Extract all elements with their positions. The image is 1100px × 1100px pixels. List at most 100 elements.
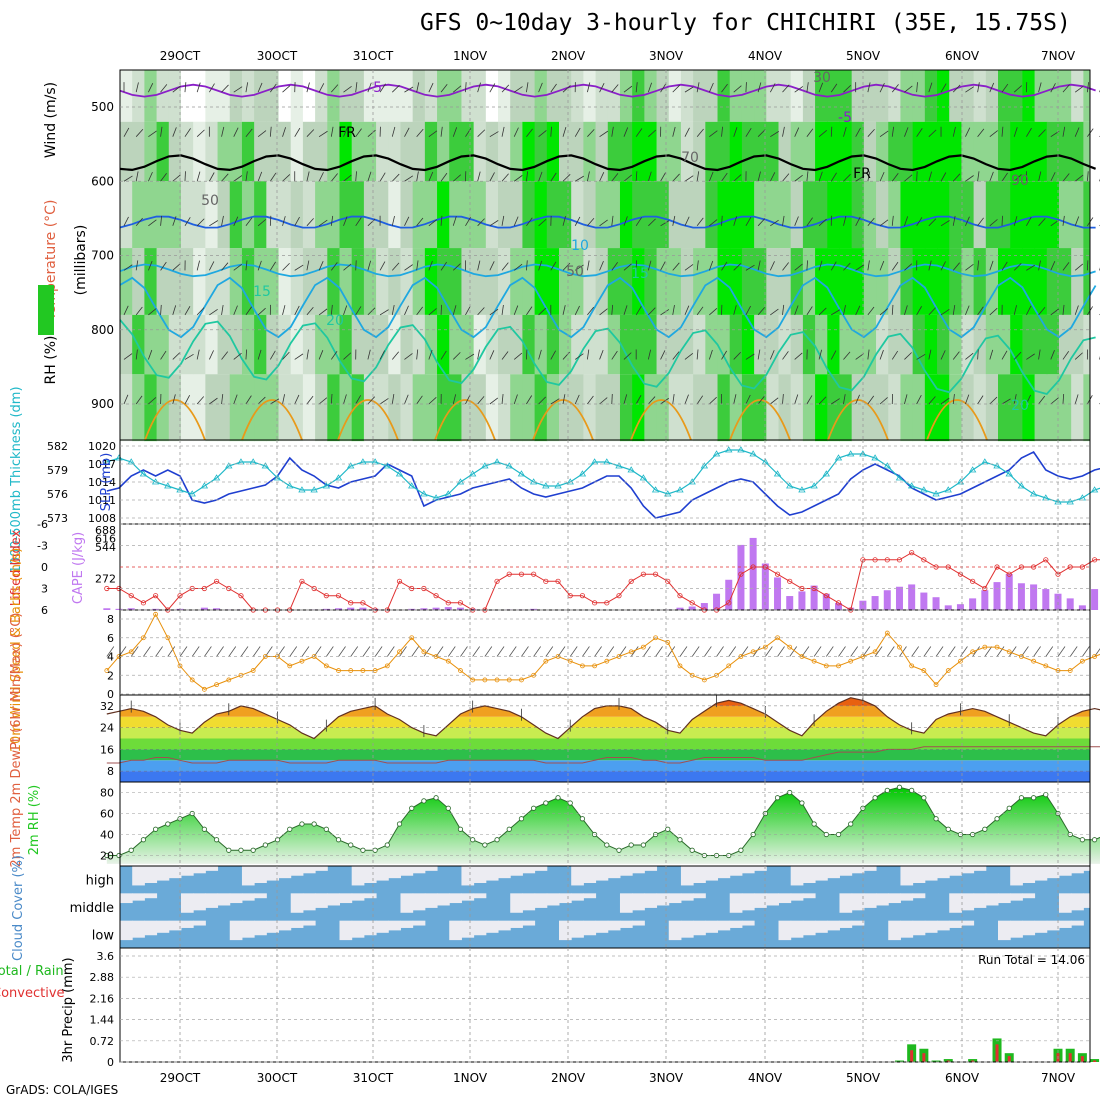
wind-speed-point xyxy=(653,635,658,641)
upper-wind-barb xyxy=(209,83,215,93)
precip-tick: 0.72 xyxy=(90,1035,115,1048)
upper-wind-barb xyxy=(221,126,225,137)
rh-cell xyxy=(461,121,475,182)
cloud-gap xyxy=(351,920,365,938)
rh-cell xyxy=(1022,181,1036,249)
rh-cell xyxy=(802,181,816,249)
cloud-gap xyxy=(583,866,597,884)
thickness-point xyxy=(481,462,489,469)
contour-label: 10 xyxy=(571,238,589,254)
thickness-point xyxy=(993,462,1001,469)
rh-cell xyxy=(851,374,865,442)
rh-legend-swatch xyxy=(38,285,54,335)
upper-wind-barb xyxy=(721,172,728,182)
upper-wind-barb xyxy=(367,260,372,271)
rh-cell xyxy=(473,69,487,122)
bottom-date-tick: 2NOV xyxy=(551,1071,586,1085)
rh-cell xyxy=(607,314,621,375)
rh-cell xyxy=(546,181,560,249)
rh-cell xyxy=(205,248,219,315)
surface-wind-barb xyxy=(643,646,651,657)
rh-point xyxy=(140,837,147,843)
rh-cell xyxy=(351,374,365,442)
cloud-gap xyxy=(278,866,292,879)
thickness-point xyxy=(456,478,465,485)
upper-wind-barb xyxy=(306,129,315,137)
rh-cell xyxy=(680,69,694,122)
rh-cell xyxy=(961,181,975,249)
cloud-gap xyxy=(888,920,901,941)
cloud-gap xyxy=(132,893,145,901)
cloud-gap xyxy=(961,920,975,926)
upper-wind-barb xyxy=(647,349,652,360)
rh-cell xyxy=(400,248,414,315)
upper-wind-barb xyxy=(879,397,888,405)
wind-speed-point xyxy=(543,658,549,664)
lifted-index-point xyxy=(506,571,512,577)
thickness-point xyxy=(846,450,855,457)
rh-cell xyxy=(473,121,487,182)
rh-cell xyxy=(1010,374,1023,442)
upper-wind-barb xyxy=(513,216,519,226)
rh-cell xyxy=(961,69,975,122)
upper-wind-barb xyxy=(916,128,923,137)
top-date-tick: 31OCT xyxy=(353,49,394,63)
thickness-point xyxy=(725,446,733,453)
upper-wind-barb xyxy=(648,307,656,316)
rh-cell xyxy=(205,314,219,375)
surface-wind-barb xyxy=(240,646,249,657)
rh-cell xyxy=(132,374,145,442)
rh-cell xyxy=(241,181,255,249)
rh-cell xyxy=(778,374,792,442)
rh-cell xyxy=(644,69,658,122)
rh-cell xyxy=(424,121,438,182)
upper-wind-barb xyxy=(574,175,584,182)
panel-frame-pr xyxy=(119,947,1091,1063)
precip-conv-bar xyxy=(1007,1056,1011,1062)
upper-wind-barb xyxy=(513,86,523,93)
rh-cell xyxy=(278,121,292,182)
upper-wind-barb xyxy=(550,172,557,182)
upper-wind-barb xyxy=(318,172,324,182)
upper-wind-barb xyxy=(599,260,604,271)
cloud-gap xyxy=(632,893,645,911)
lifted-index-point xyxy=(213,578,220,584)
thickness-point xyxy=(627,466,635,473)
upper-wind-barb xyxy=(794,86,804,93)
upper-wind-barb xyxy=(611,393,613,405)
thickness-point xyxy=(298,486,306,493)
rh-point xyxy=(287,826,293,832)
rh-cell xyxy=(522,248,536,315)
cloud-gap xyxy=(339,920,353,941)
rh-cell xyxy=(937,248,950,315)
upper-wind-barb xyxy=(404,216,410,226)
rh-point xyxy=(518,816,525,822)
upper-wind-barb xyxy=(891,304,894,315)
cloud-gap xyxy=(241,920,255,938)
cloud-gap xyxy=(619,866,633,876)
upper-wind-barb xyxy=(757,395,765,405)
upper-wind-barb xyxy=(1074,305,1079,316)
upper-wind-barb xyxy=(452,394,457,405)
rh-cell xyxy=(1034,181,1048,249)
upper-wind-barb xyxy=(879,171,885,182)
thickness-point xyxy=(334,474,343,481)
rh-cell xyxy=(302,248,316,315)
upper-wind-barb xyxy=(648,218,656,227)
cape-tick: 688 xyxy=(95,524,116,537)
upper-wind-barb xyxy=(904,85,913,93)
isotherm-5 xyxy=(119,215,1096,229)
upper-wind-barb xyxy=(416,217,424,227)
upper-wind-barb xyxy=(1038,395,1046,405)
cape-bar xyxy=(1078,605,1086,610)
cloud-gap xyxy=(400,866,414,876)
upper-wind-barb xyxy=(270,172,277,182)
cloud-gap xyxy=(522,866,536,874)
surface-wind-barb xyxy=(886,646,895,657)
upper-wind-barb xyxy=(769,350,775,360)
upper-wind-barb xyxy=(1062,304,1065,315)
upper-wind-barb xyxy=(940,308,950,316)
rh-point xyxy=(848,821,854,827)
upper-wind-barb xyxy=(355,128,362,137)
rh-cell xyxy=(949,314,962,375)
